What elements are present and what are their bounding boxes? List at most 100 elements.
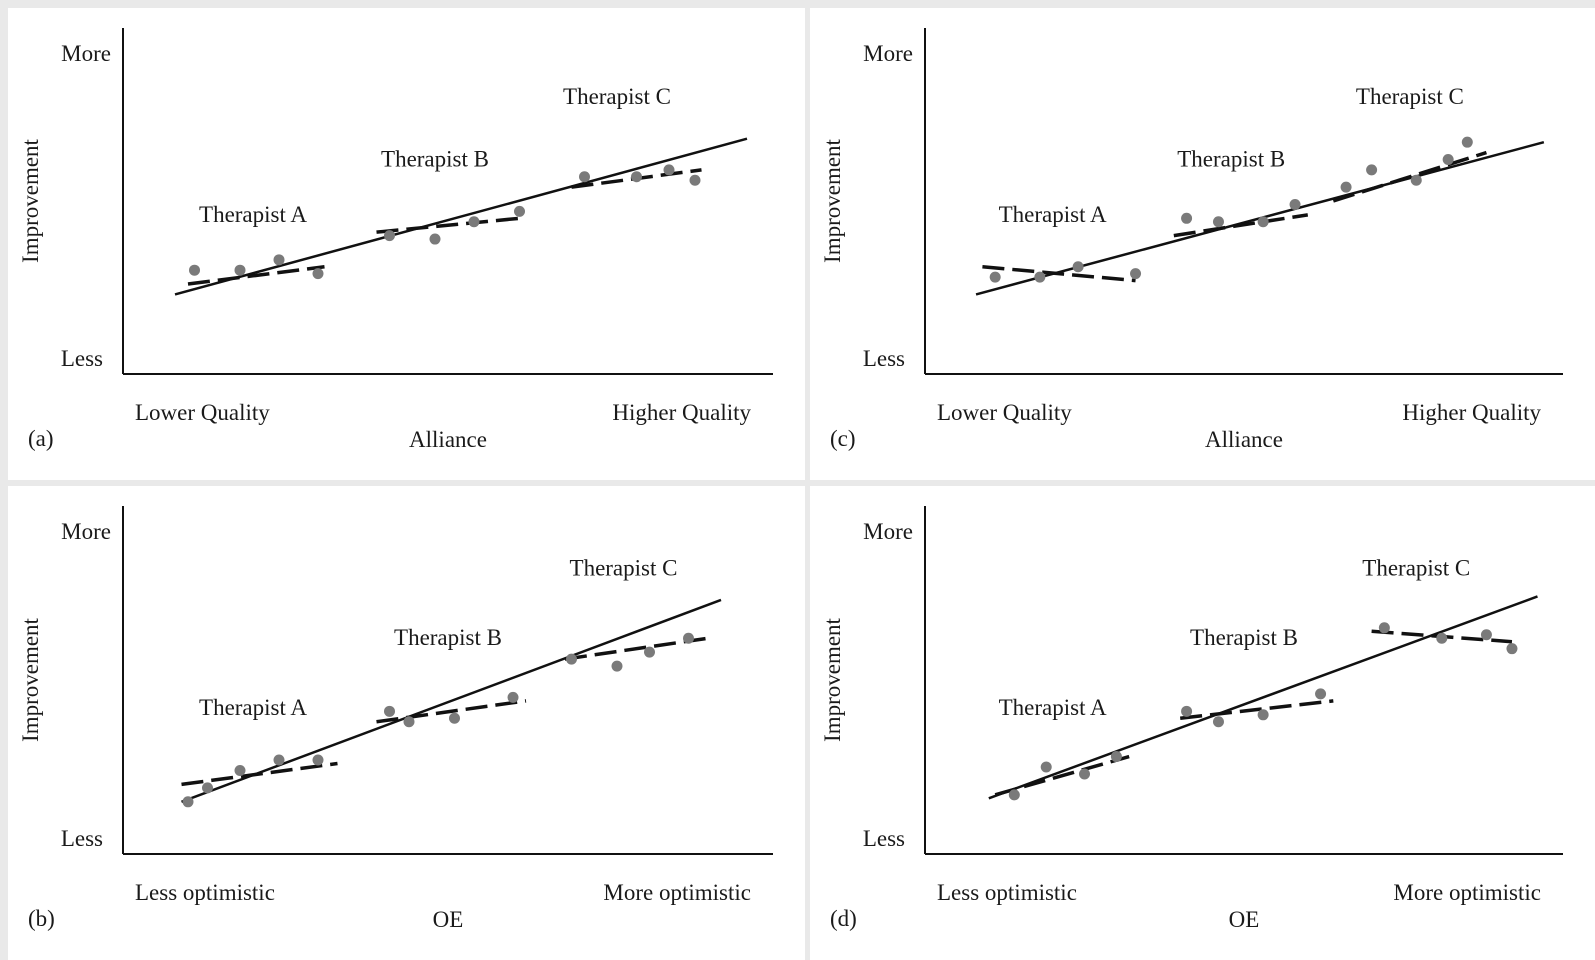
therapist-b-point — [1212, 216, 1224, 228]
y-low-label: Less — [863, 346, 905, 371]
therapist-c-point — [1461, 136, 1473, 148]
therapist-a-point — [202, 782, 213, 794]
therapist-a-label: Therapist A — [999, 202, 1107, 227]
chart-svg-d: More Less Improvement Less optimistic More o… — [820, 506, 1563, 932]
therapist-a-dashed-line — [982, 264, 1136, 283]
x-high-label: Higher Quality — [1402, 400, 1541, 425]
y-high-label: More — [61, 519, 111, 544]
therapist-b-point — [449, 712, 460, 724]
therapist-c-point — [663, 164, 675, 176]
therapist-b-point — [429, 233, 441, 245]
therapist-a-dashed-line — [187, 265, 325, 286]
therapist-a-point — [1034, 271, 1046, 283]
therapist-a-point — [273, 254, 285, 266]
chart-svg-a: More Less Improvement Lower Quality Higher Q… — [18, 28, 773, 452]
overall-regression-line — [181, 598, 722, 803]
therapist-c-point — [566, 653, 577, 665]
panel-label: (d) — [830, 906, 857, 931]
therapist-c-point — [1442, 153, 1454, 165]
x-low-label: Lower Quality — [135, 400, 270, 425]
therapist-b-point — [507, 691, 519, 703]
chart-svg-c: More Less Improvement Lower Quality Higher Q… — [820, 28, 1563, 452]
therapist-b-dashed-line — [376, 699, 527, 724]
therapist-c-point — [1410, 174, 1422, 186]
chart-panel-c: More Less Improvement Lower Quality Higher Q… — [810, 8, 1595, 480]
therapist-a-point — [312, 268, 324, 280]
chart-svg-b: More Less Improvement Less optimistic More o… — [18, 506, 773, 932]
therapist-b-label: Therapist B — [394, 625, 502, 650]
therapist-a-point — [234, 764, 246, 776]
therapist-a-point — [1072, 261, 1084, 273]
therapist-b-point — [384, 230, 395, 242]
therapist-c-point — [1378, 622, 1390, 634]
x-low-label: Less optimistic — [937, 880, 1077, 905]
therapist-c-dashed-line — [564, 636, 709, 661]
therapist-a-point — [1110, 751, 1122, 763]
therapist-b-dashed-line — [376, 216, 520, 234]
therapist-c-point — [631, 171, 642, 183]
x-axis-title: Alliance — [409, 427, 487, 452]
therapist-b-label: Therapist B — [381, 146, 489, 171]
therapist-a-point — [182, 796, 194, 808]
therapist-b-label: Therapist B — [1177, 146, 1285, 171]
panel-label: (c) — [830, 426, 856, 451]
therapist-a-point — [189, 264, 200, 276]
therapist-a-point — [273, 754, 285, 766]
therapist-b-point — [1257, 216, 1269, 228]
panel-label: (b) — [28, 906, 55, 931]
x-axis-title: OE — [1229, 907, 1260, 932]
therapist-c-point — [1366, 164, 1378, 176]
y-high-label: More — [863, 41, 913, 66]
therapist-a-point — [234, 264, 246, 276]
therapist-c-label: Therapist C — [570, 556, 678, 581]
therapist-c-point — [1506, 643, 1518, 655]
chart-panel-a: More Less Improvement Lower Quality Higher Q… — [8, 8, 805, 480]
therapist-b-label: Therapist B — [1190, 625, 1298, 650]
panel-label: (a) — [28, 426, 54, 451]
therapist-a-dashed-line — [994, 754, 1130, 797]
therapist-b-dashed-line — [1173, 213, 1309, 238]
y-low-label: Less — [61, 826, 103, 851]
overall-regression-line — [988, 595, 1538, 800]
x-axis-title: OE — [433, 907, 464, 932]
therapist-a-label: Therapist A — [199, 202, 307, 227]
therapist-c-point — [1436, 632, 1448, 644]
y-high-label: More — [61, 41, 111, 66]
therapist-b-point — [403, 716, 415, 728]
y-low-label: Less — [863, 826, 905, 851]
therapist-c-dashed-line — [1332, 150, 1487, 203]
y-axis-title: Improvement — [820, 617, 845, 742]
therapist-b-point — [1212, 716, 1224, 728]
x-low-label: Lower Quality — [937, 400, 1072, 425]
therapist-c-label: Therapist C — [1362, 556, 1470, 581]
x-high-label: Higher Quality — [612, 400, 751, 425]
therapist-a-point — [312, 754, 324, 766]
therapist-b-point — [1181, 212, 1193, 224]
therapist-a-label: Therapist A — [199, 695, 307, 720]
therapist-c-label: Therapist C — [1356, 84, 1464, 109]
chart-panel-d: More Less Improvement Less optimistic More o… — [810, 486, 1595, 960]
chart-panel-b: More Less Improvement Less optimistic More o… — [8, 486, 805, 960]
x-low-label: Less optimistic — [135, 880, 275, 905]
therapist-a-point — [1040, 761, 1052, 773]
y-axis-title: Improvement — [18, 138, 43, 263]
therapist-b-point — [384, 705, 395, 717]
therapist-c-point — [689, 174, 701, 186]
x-axis-title: Alliance — [1205, 427, 1283, 452]
therapist-c-point — [1480, 629, 1492, 641]
overall-regression-line — [174, 137, 748, 296]
y-low-label: Less — [61, 346, 103, 371]
therapist-b-point — [1289, 198, 1301, 210]
therapist-c-label: Therapist C — [563, 84, 671, 109]
therapist-b-dashed-line — [1180, 699, 1334, 721]
therapist-b-point — [1257, 709, 1269, 721]
therapist-b-point — [468, 216, 480, 228]
therapist-c-point — [1340, 181, 1352, 193]
therapist-a-label: Therapist A — [999, 695, 1107, 720]
therapist-a-point — [1079, 768, 1090, 780]
y-high-label: More — [863, 519, 913, 544]
therapist-c-point — [579, 171, 590, 183]
therapist-c-point — [644, 646, 655, 658]
therapist-b-point — [1315, 688, 1327, 700]
x-high-label: More optimistic — [603, 880, 751, 905]
